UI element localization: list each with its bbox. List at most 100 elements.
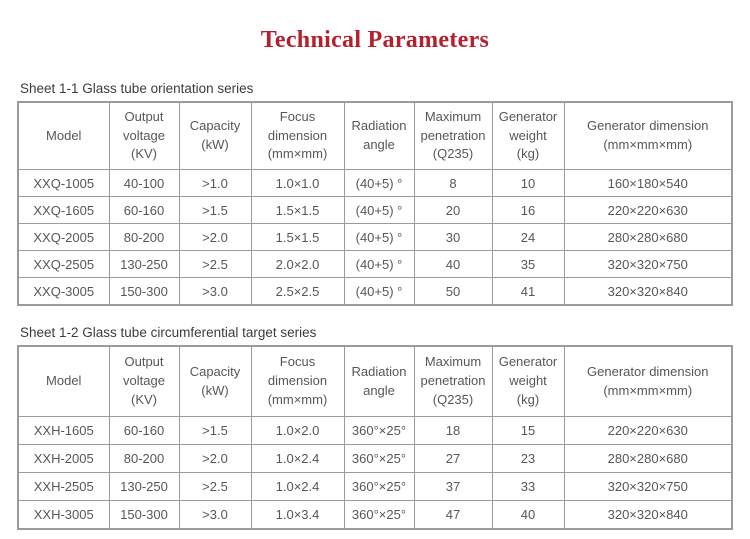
column-header: Focus dimension (mm×mm) [250,345,345,417]
table-cell: 18 [413,416,493,445]
table-cell: (40+5) ° [343,196,415,224]
table-cell: 35 [491,250,565,278]
table-cell: 320×320×840 [563,277,733,306]
table-cell: 15 [491,416,565,445]
table-cell: (40+5) ° [343,277,415,306]
table-row: XXQ-2005 80-200 >2.0 1.5×1.5 (40+5) ° 30 24 280… [17,223,733,251]
table-caption-sheet-1-2: Sheet 1-2 Glass tube circumferential tar… [20,325,317,340]
table-cell: >1.5 [178,196,252,224]
table-cell: XXQ-3005 [17,277,110,306]
column-header: Output voltage (KV) [108,345,180,417]
table-cell: 41 [491,277,565,306]
table-row: XXQ-1005 40-100 >1.0 1.0×1.0 (40+5) ° 8 10 160×… [17,169,733,197]
table-cell: 23 [491,444,565,473]
table-row: XXQ-2505 130-250 >2.5 2.0×2.0 (40+5) ° 40 35 32… [17,250,733,278]
table-cell: >3.0 [178,277,252,306]
page-title: Technical Parameters [260,27,490,53]
table-cell: 40-100 [108,169,180,197]
table-cell: >2.5 [178,472,252,501]
table-header: Model Output voltage (KV) Capacity (kW) Foc… [17,345,733,417]
column-header: Radiation angle [343,101,415,170]
table-cell: 130-250 [108,472,180,501]
table-row: XXQ-1605 60-160 >1.5 1.5×1.5 (40+5) ° 20 16 220… [17,196,733,224]
table-cell: 60-160 [108,196,180,224]
table-cell: 160×180×540 [563,169,733,197]
table-cell: >2.5 [178,250,252,278]
table-cell: XXQ-1005 [17,169,110,197]
table-cell: 24 [491,223,565,251]
section-circumferential-series: Sheet 1-2 Glass tube circumferential tar… [0,325,750,530]
table-cell: 27 [413,444,493,473]
table-cell: 30 [413,223,493,251]
table-cell: 50 [413,277,493,306]
table-cell: 360°×25° [343,472,415,501]
table-cell: >1.5 [178,416,252,445]
table-cell: 47 [413,500,493,530]
column-header: Model [17,101,110,170]
table-cell: XXQ-1605 [17,196,110,224]
table-cell: 33 [491,472,565,501]
table-cell: 150-300 [108,500,180,530]
table-cell: 150-300 [108,277,180,306]
table-cell: XXQ-2505 [17,250,110,278]
table-cell: 320×320×750 [563,250,733,278]
table-row: XXQ-3005 150-300 >3.0 2.5×2.5 (40+5) ° 50 41 32… [17,277,733,306]
table-caption-sheet-1-1: Sheet 1-1 Glass tube orientation series [20,81,254,96]
table-cell: 40 [491,500,565,530]
table-cell: >2.0 [178,223,252,251]
table-cell: >3.0 [178,500,252,530]
table-row: XXH-1605 60-160 >1.5 1.0×2.0 360°×25° 18 15 220… [17,416,733,445]
column-header: Radiation angle [343,345,415,417]
table-cell: 1.0×1.0 [250,169,345,197]
table-cell: 360°×25° [343,416,415,445]
table-cell: 1.0×2.4 [250,472,345,501]
table-cell: 2.0×2.0 [250,250,345,278]
table-cell: 1.5×1.5 [250,196,345,224]
table-cell: 1.5×1.5 [250,223,345,251]
table-cell: XXH-1605 [17,416,110,445]
column-header: Generator weight (kg) [491,345,565,417]
table-cell: XXQ-2005 [17,223,110,251]
table-cell: >1.0 [178,169,252,197]
table-cell: XXH-2505 [17,472,110,501]
table-cell: 16 [491,196,565,224]
table-cell: 1.0×2.4 [250,444,345,473]
column-header: Generator weight (kg) [491,101,565,170]
column-header: Maximum penetration (Q235) [413,101,493,170]
table-cell: 360°×25° [343,444,415,473]
header-row: Model Output voltage (KV) Capacity (kW) Foc… [17,345,733,417]
table-cell: (40+5) ° [343,223,415,251]
table-cell: XXH-3005 [17,500,110,530]
table-cell: 360°×25° [343,500,415,530]
table-cell: >2.0 [178,444,252,473]
column-header: Model [17,345,110,417]
table-cell: 37 [413,472,493,501]
table-cell: 60-160 [108,416,180,445]
table-cell: 320×320×840 [563,500,733,530]
column-header: Generator dimension (mm×mm×mm) [563,345,733,417]
spec-table-circumferential-series: Model Output voltage (KV) Capacity (kW) Foc… [17,345,733,530]
table-header: Model Output voltage (KV) Capacity (kW) Foc… [17,101,733,170]
column-header: Output voltage (KV) [108,101,180,170]
table-body: XXH-1605 60-160 >1.5 1.0×2.0 360°×25° 18 15 220… [17,416,733,530]
column-header: Maximum penetration (Q235) [413,345,493,417]
table-cell: 220×220×630 [563,416,733,445]
table-cell: 10 [491,169,565,197]
table-cell: 80-200 [108,223,180,251]
table-cell: (40+5) ° [343,250,415,278]
column-header: Focus dimension (mm×mm) [250,101,345,170]
table-cell: 280×280×680 [563,444,733,473]
table-cell: 2.5×2.5 [250,277,345,306]
table-cell: XXH-2005 [17,444,110,473]
table-cell: 280×280×680 [563,223,733,251]
section-orientation-series: Sheet 1-1 Glass tube orientation series … [0,81,750,306]
table-row: XXH-2005 80-200 >2.0 1.0×2.4 360°×25° 27 23 280… [17,444,733,473]
table-cell: 220×220×630 [563,196,733,224]
table-cell: 320×320×750 [563,472,733,501]
table-row: XXH-2505 130-250 >2.5 1.0×2.4 360°×25° 37 33 32… [17,472,733,501]
table-cell: 1.0×3.4 [250,500,345,530]
table-cell: 130-250 [108,250,180,278]
table-cell: 1.0×2.0 [250,416,345,445]
column-header: Capacity (kW) [178,101,252,170]
